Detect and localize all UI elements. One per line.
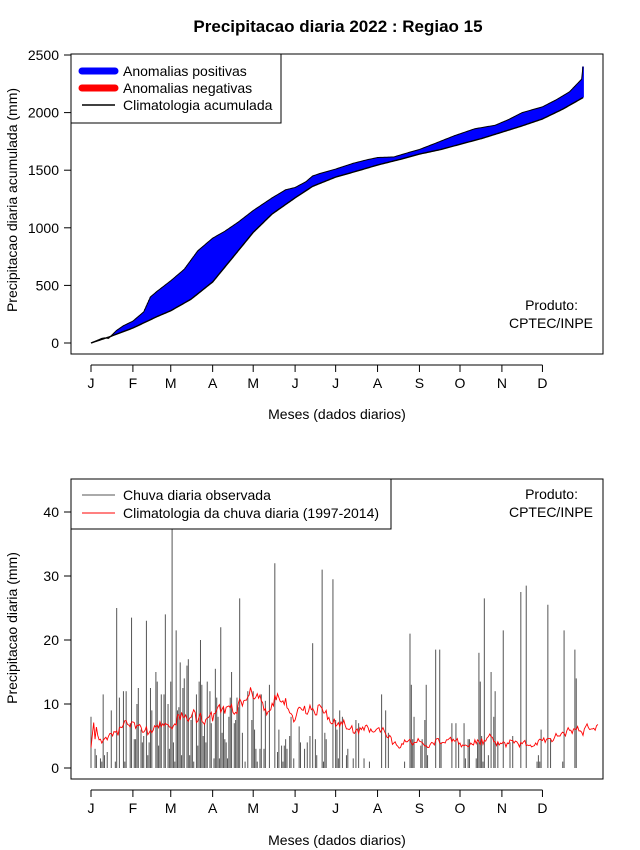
top-x-tick-label: A [373,375,383,391]
legend-label-climatology: Climatologia acumulada [123,97,273,113]
bottom-x-tick-label: D [537,800,547,816]
top-y-axis-label: Precipitacao diaria acumulada (mm) [4,88,20,312]
bottom-x-tick-label: J [292,800,299,816]
bottom-x-axis-label: Meses (dados diarios) [268,832,406,848]
top-y-tick-label: 1000 [28,220,59,236]
bottom-y-tick-label: 20 [43,632,59,648]
bottom-y-tick-label: 0 [51,760,59,776]
bottom-x-tick-label: M [165,800,177,816]
top-x-axis-label: Meses (dados diarios) [268,406,406,422]
anomaly-fill-layer [91,66,584,343]
top-x-tick-label: M [247,375,259,391]
legend-label-positive: Anomalias positivas [123,63,247,79]
top-x-tick-label: J [292,375,299,391]
daily-chart: 0 10 20 30 40 J F M A M J J A S O N D Precipitacao diar… [4,478,604,848]
bottom-x-tick-label: O [455,800,466,816]
bottom-credit-line1: Produto: [525,486,578,502]
top-x-tick-label: M [165,375,177,391]
top-credit-line1: Produto: [525,297,578,313]
climatology-accumulated-line [90,97,584,344]
top-x-tick-label: O [455,375,466,391]
top-y-tick-label: 2500 [28,47,59,63]
bottom-y-tick-label: 30 [43,568,59,584]
daily-climatology-layer [90,687,599,749]
bottom-y-tick-label: 10 [43,696,59,712]
top-y-tick-label: 1500 [28,162,59,178]
bottom-credit-line2: CPTEC/INPE [509,504,593,520]
chart-title: Precipitacao diaria 2022 : Regiao 15 [193,17,482,36]
bottom-x-tick-label: A [208,800,218,816]
accumulated-chart: 0 500 1000 1500 2000 2500 J F M A M J J A S O N D Precip… [4,47,604,422]
bottom-legend-box [70,478,392,530]
daily-rain-spikes-layer [90,524,577,768]
top-x-tick-label: J [88,375,95,391]
bottom-y-tick-label: 40 [43,504,59,520]
top-legend: Anomalias positivas Anomalias negativas … [70,53,282,124]
top-y-tick-label: 0 [51,335,59,351]
top-x-tick-label: D [537,375,547,391]
legend-label-observed: Chuva diaria observada [123,487,271,503]
top-x-tick-label: A [208,375,218,391]
bottom-y-axis-label: Precipitacao diaria (mm) [4,552,20,704]
top-x-tick-label: F [129,375,138,391]
top-y-tick-label: 2000 [28,105,59,121]
accumulated-lines-layer [90,66,584,344]
top-y-tick-label: 500 [36,277,60,293]
bottom-y-axis: 0 10 20 30 40 [43,504,72,776]
bottom-x-tick-label: M [247,800,259,816]
legend-label-negative: Anomalias negativas [123,80,252,96]
bottom-x-tick-label: J [332,800,339,816]
legend-label-daily-climatology: Climatologia da chuva diaria (1997-2014) [123,505,379,521]
top-x-tick-label: N [497,375,507,391]
top-y-axis: 0 500 1000 1500 2000 2500 [28,47,72,351]
top-credit-line2: CPTEC/INPE [509,315,593,331]
bottom-x-tick-label: N [497,800,507,816]
bottom-x-tick-label: F [129,800,138,816]
top-x-tick-label: S [415,375,424,391]
daily-climatology-line [90,687,599,749]
observed-accumulated-line [90,66,584,344]
top-x-tick-label: J [332,375,339,391]
bottom-legend: Chuva diaria observada Climatologia da c… [70,478,392,530]
bottom-x-tick-label: A [373,800,383,816]
bottom-x-tick-label: J [88,800,95,816]
bottom-x-tick-label: S [415,800,424,816]
